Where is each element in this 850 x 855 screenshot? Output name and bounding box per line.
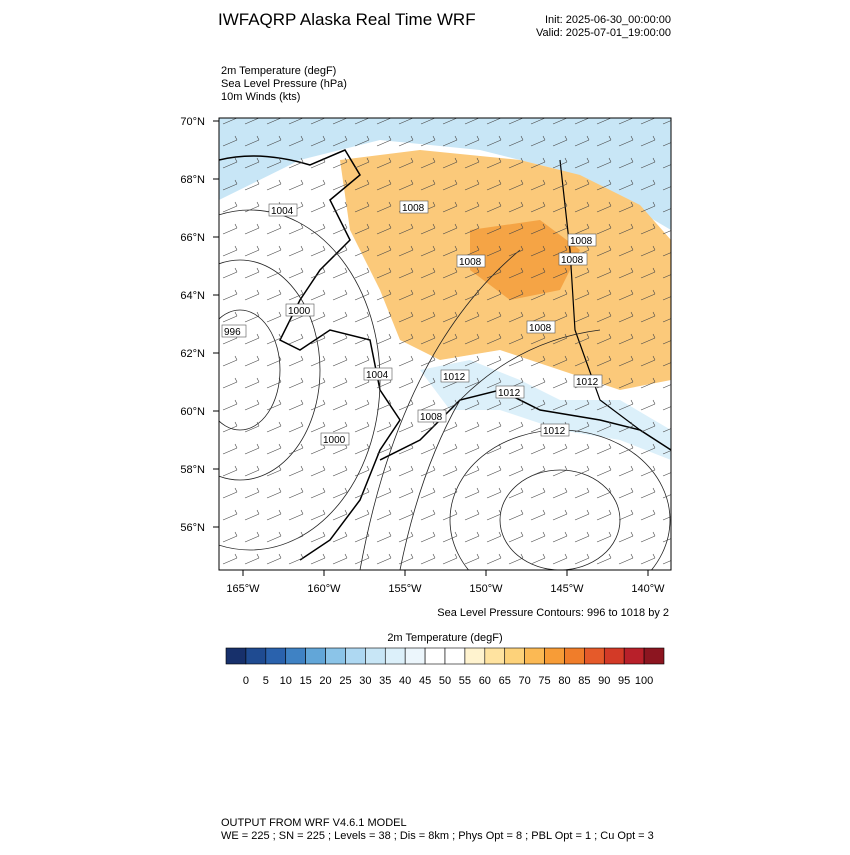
lat-label: 58°N: [180, 464, 205, 476]
lon-label: 160°W: [307, 583, 341, 595]
map-frame: [218, 117, 672, 571]
lat-label: 64°N: [180, 290, 205, 302]
colorbar-box: [464, 647, 486, 665]
colorbar-label: 75: [538, 675, 550, 687]
contour-label: 1012: [543, 426, 566, 437]
colorbar-box: [524, 647, 545, 665]
colorbar-label: 65: [499, 675, 511, 687]
colorbar-label: 15: [300, 675, 312, 687]
colorbar-label: 35: [379, 675, 391, 687]
footer-line: OUTPUT FROM WRF V4.6.1 MODEL: [221, 817, 407, 829]
colorbar-label: 5: [263, 675, 269, 687]
field-label: 10m Winds (kts): [221, 91, 300, 103]
lon-label: 155°W: [388, 583, 422, 595]
lat-label: 62°N: [180, 348, 205, 360]
colorbar-label: 85: [578, 675, 590, 687]
colorbar-label: 20: [319, 675, 331, 687]
colorbar-label: 50: [439, 675, 451, 687]
field-label: 2m Temperature (degF): [221, 65, 336, 77]
contour-label: 1000: [323, 435, 346, 446]
colorbar-label: 100: [635, 675, 653, 687]
contour-label: 996: [224, 327, 241, 338]
colorbar-box: [623, 647, 645, 665]
colorbar-box: [305, 647, 326, 665]
valid-time: Valid: 2025-07-01_19:00:00: [536, 27, 671, 39]
colorbar-title: 2m Temperature (degF): [387, 632, 502, 644]
lat-label: 66°N: [180, 232, 205, 244]
lon-label: 140°W: [631, 583, 665, 595]
lon-label: 150°W: [469, 583, 503, 595]
colorbar-box: [564, 647, 585, 665]
colorbar-box: [345, 647, 366, 665]
lat-axis: 70°N 68°N 66°N 64°N 62°N 60°N 58°N 56°N: [180, 116, 219, 534]
colorbar-box: [384, 647, 406, 665]
lat-label: 56°N: [180, 522, 205, 534]
colorbar-label: 80: [558, 675, 570, 687]
contour-label: 1012: [443, 372, 466, 383]
contour-label: 1008: [529, 323, 552, 334]
contour-label: 1012: [576, 377, 599, 388]
contour-label: 1012: [498, 388, 521, 399]
init-time: Init: 2025-06-30_00:00:00: [545, 14, 671, 26]
contour-label: 1008: [570, 236, 593, 247]
contour-labels: 1004 1008 1008 1008 1008 1000 996 1008 1…: [221, 200, 603, 446]
colorbar-box: [484, 647, 506, 665]
colorbar-box: [325, 647, 346, 665]
lon-axis: 165°W 160°W 155°W 150°W 145°W 140°W: [226, 570, 665, 595]
colorbar-label: 40: [399, 675, 411, 687]
colorbar-label: 60: [479, 675, 491, 687]
colorbar-label: 70: [519, 675, 531, 687]
colorbar-label: 55: [459, 675, 471, 687]
contour-label: 1008: [561, 255, 584, 266]
colorbar-box: [584, 647, 605, 665]
colorbar-label: 90: [598, 675, 610, 687]
colorbar-box: [285, 647, 306, 665]
colorbar-label: 30: [359, 675, 371, 687]
colorbar-box: [365, 647, 386, 665]
lat-label: 68°N: [180, 174, 205, 186]
contour-label: 1008: [459, 257, 482, 268]
colorbar-box: [603, 647, 625, 665]
colorbar-box: [404, 647, 426, 665]
colorbar-box: [225, 647, 247, 665]
lat-label: 60°N: [180, 406, 205, 418]
colorbar-box: [444, 647, 466, 665]
contour-label: 1008: [402, 203, 425, 214]
contour-label: 1004: [271, 206, 294, 217]
colorbar-label: 0: [243, 675, 249, 687]
field-label: Sea Level Pressure (hPa): [221, 78, 347, 90]
lon-label: 165°W: [226, 583, 260, 595]
colorbar-box: [245, 647, 267, 665]
contour-label: 1004: [366, 370, 389, 381]
lat-label: 70°N: [180, 116, 205, 128]
contour-label: 1000: [288, 306, 311, 317]
colorbar-box: [504, 647, 525, 665]
colorbar-label: 45: [419, 675, 431, 687]
colorbar-box: [424, 647, 446, 665]
colorbar: 0 5 10 15 20 25 30 35 40 45 50 55 60 65 70 75 80 85 90 95 10…: [225, 647, 665, 687]
colorbar-box: [643, 647, 665, 665]
contour-label: 1008: [420, 412, 443, 423]
colorbar-label: 10: [280, 675, 292, 687]
lon-label: 145°W: [550, 583, 584, 595]
map: 1004 1008 1008 1008 1008 1000 996 1008 1…: [219, 118, 671, 570]
contour-note: Sea Level Pressure Contours: 996 to 1018…: [437, 607, 669, 619]
colorbar-box: [265, 647, 287, 665]
colorbar-label: 25: [339, 675, 351, 687]
colorbar-box: [544, 647, 565, 665]
footer-line: WE = 225 ; SN = 225 ; Levels = 38 ; Dis …: [221, 830, 654, 842]
colorbar-label: 95: [618, 675, 630, 687]
title: IWFAQRP Alaska Real Time WRF: [218, 10, 476, 29]
